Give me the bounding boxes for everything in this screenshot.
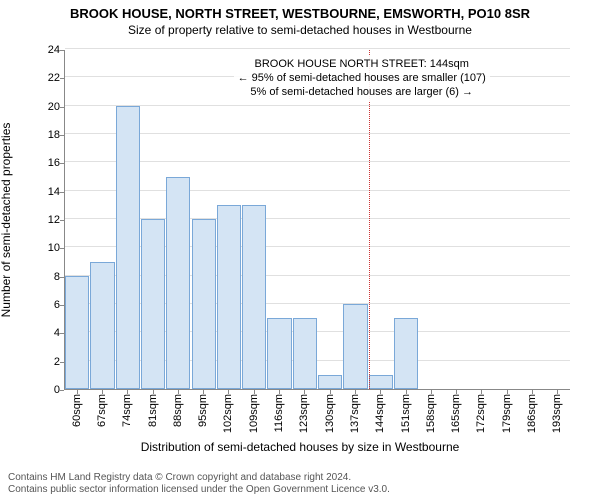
histogram-bar	[166, 177, 190, 390]
x-tick-mark	[102, 390, 103, 394]
y-tick-label: 6	[30, 299, 60, 311]
x-tick-mark	[279, 390, 280, 394]
histogram-bar	[394, 318, 418, 389]
x-tick-label: 179sqm	[501, 394, 513, 433]
x-tick-label: 165sqm	[450, 394, 462, 433]
x-tick-label: 151sqm	[400, 394, 412, 433]
histogram-bar	[116, 106, 140, 389]
annot-line-2: ← 95% of semi-detached houses are smalle…	[238, 72, 486, 86]
y-tick-label: 8	[30, 271, 60, 283]
x-tick-mark	[431, 390, 432, 394]
histogram-bar	[369, 375, 393, 389]
reference-annotation: BROOK HOUSE NORTH STREET: 144sqm← 95% of…	[234, 56, 490, 101]
y-tick-label: 24	[30, 44, 60, 56]
x-tick-label: 130sqm	[324, 394, 336, 433]
annot-line-3: 5% of semi-detached houses are larger (6…	[238, 86, 486, 100]
y-tick-label: 20	[30, 101, 60, 113]
x-tick-label: 137sqm	[349, 394, 361, 433]
histogram-bar	[217, 205, 241, 389]
x-tick-mark	[178, 390, 179, 394]
y-tick-mark	[60, 390, 64, 391]
x-tick-label: 116sqm	[273, 394, 285, 432]
histogram-bar	[318, 375, 342, 389]
x-tick-mark	[380, 390, 381, 394]
y-tick-mark	[60, 362, 64, 363]
histogram-bar	[90, 262, 114, 390]
y-tick-mark	[60, 333, 64, 334]
gridline	[65, 190, 570, 191]
y-tick-mark	[60, 305, 64, 306]
chart-title: BROOK HOUSE, NORTH STREET, WESTBOURNE, E…	[0, 0, 600, 21]
y-tick-mark	[60, 163, 64, 164]
x-tick-mark	[330, 390, 331, 394]
x-tick-mark	[153, 390, 154, 394]
x-tick-mark	[77, 390, 78, 394]
x-tick-label: 144sqm	[374, 394, 386, 433]
gridline	[65, 133, 570, 134]
y-tick-mark	[60, 78, 64, 79]
x-tick-mark	[228, 390, 229, 394]
y-tick-label: 22	[30, 72, 60, 84]
y-axis-label: Number of semi-detached properties	[0, 123, 13, 318]
histogram-bar	[343, 304, 367, 389]
histogram-bar	[242, 205, 266, 389]
x-axis-label: Distribution of semi-detached houses by …	[0, 440, 600, 454]
y-tick-mark	[60, 220, 64, 221]
y-tick-label: 4	[30, 327, 60, 339]
footer-line-2: Contains public sector information licen…	[8, 484, 390, 496]
x-tick-label: 158sqm	[425, 394, 437, 433]
histogram-bar	[267, 318, 291, 389]
gridline	[65, 105, 570, 106]
x-tick-label: 67sqm	[96, 394, 108, 427]
x-tick-label: 81sqm	[147, 394, 159, 427]
x-tick-label: 88sqm	[172, 394, 184, 427]
gridline	[65, 48, 570, 49]
histogram-bar	[141, 219, 165, 389]
footer-attribution: Contains HM Land Registry data © Crown c…	[8, 472, 390, 496]
y-tick-mark	[60, 50, 64, 51]
x-tick-mark	[532, 390, 533, 394]
x-tick-mark	[557, 390, 558, 394]
y-tick-mark	[60, 192, 64, 193]
plot-area: BROOK HOUSE NORTH STREET: 144sqm← 95% of…	[64, 50, 570, 390]
y-tick-label: 2	[30, 356, 60, 368]
x-tick-label: 95sqm	[197, 394, 209, 427]
x-tick-label: 172sqm	[475, 394, 487, 433]
y-tick-mark	[60, 107, 64, 108]
y-tick-mark	[60, 277, 64, 278]
chart-subtitle: Size of property relative to semi-detach…	[0, 23, 600, 37]
y-tick-mark	[60, 248, 64, 249]
annot-line-1: BROOK HOUSE NORTH STREET: 144sqm	[238, 58, 486, 72]
x-tick-label: 123sqm	[298, 394, 310, 433]
x-tick-mark	[406, 390, 407, 394]
x-tick-mark	[507, 390, 508, 394]
x-tick-mark	[481, 390, 482, 394]
x-tick-mark	[254, 390, 255, 394]
y-tick-label: 16	[30, 157, 60, 169]
y-tick-label: 0	[30, 384, 60, 396]
x-tick-label: 186sqm	[526, 394, 538, 433]
histogram-bar	[65, 276, 89, 389]
x-tick-mark	[456, 390, 457, 394]
y-tick-label: 12	[30, 214, 60, 226]
x-tick-mark	[127, 390, 128, 394]
x-tick-label: 193sqm	[551, 394, 563, 433]
x-tick-label: 74sqm	[121, 394, 133, 427]
histogram-bar	[293, 318, 317, 389]
x-tick-label: 109sqm	[248, 394, 260, 433]
x-tick-mark	[203, 390, 204, 394]
y-tick-mark	[60, 135, 64, 136]
x-tick-mark	[304, 390, 305, 394]
y-tick-label: 14	[30, 186, 60, 198]
x-tick-label: 102sqm	[222, 394, 234, 433]
x-tick-mark	[355, 390, 356, 394]
histogram-bar	[192, 219, 216, 389]
footer-line-1: Contains HM Land Registry data © Crown c…	[8, 472, 390, 484]
gridline	[65, 161, 570, 162]
y-tick-label: 18	[30, 129, 60, 141]
x-tick-label: 60sqm	[71, 394, 83, 427]
y-tick-label: 10	[30, 242, 60, 254]
